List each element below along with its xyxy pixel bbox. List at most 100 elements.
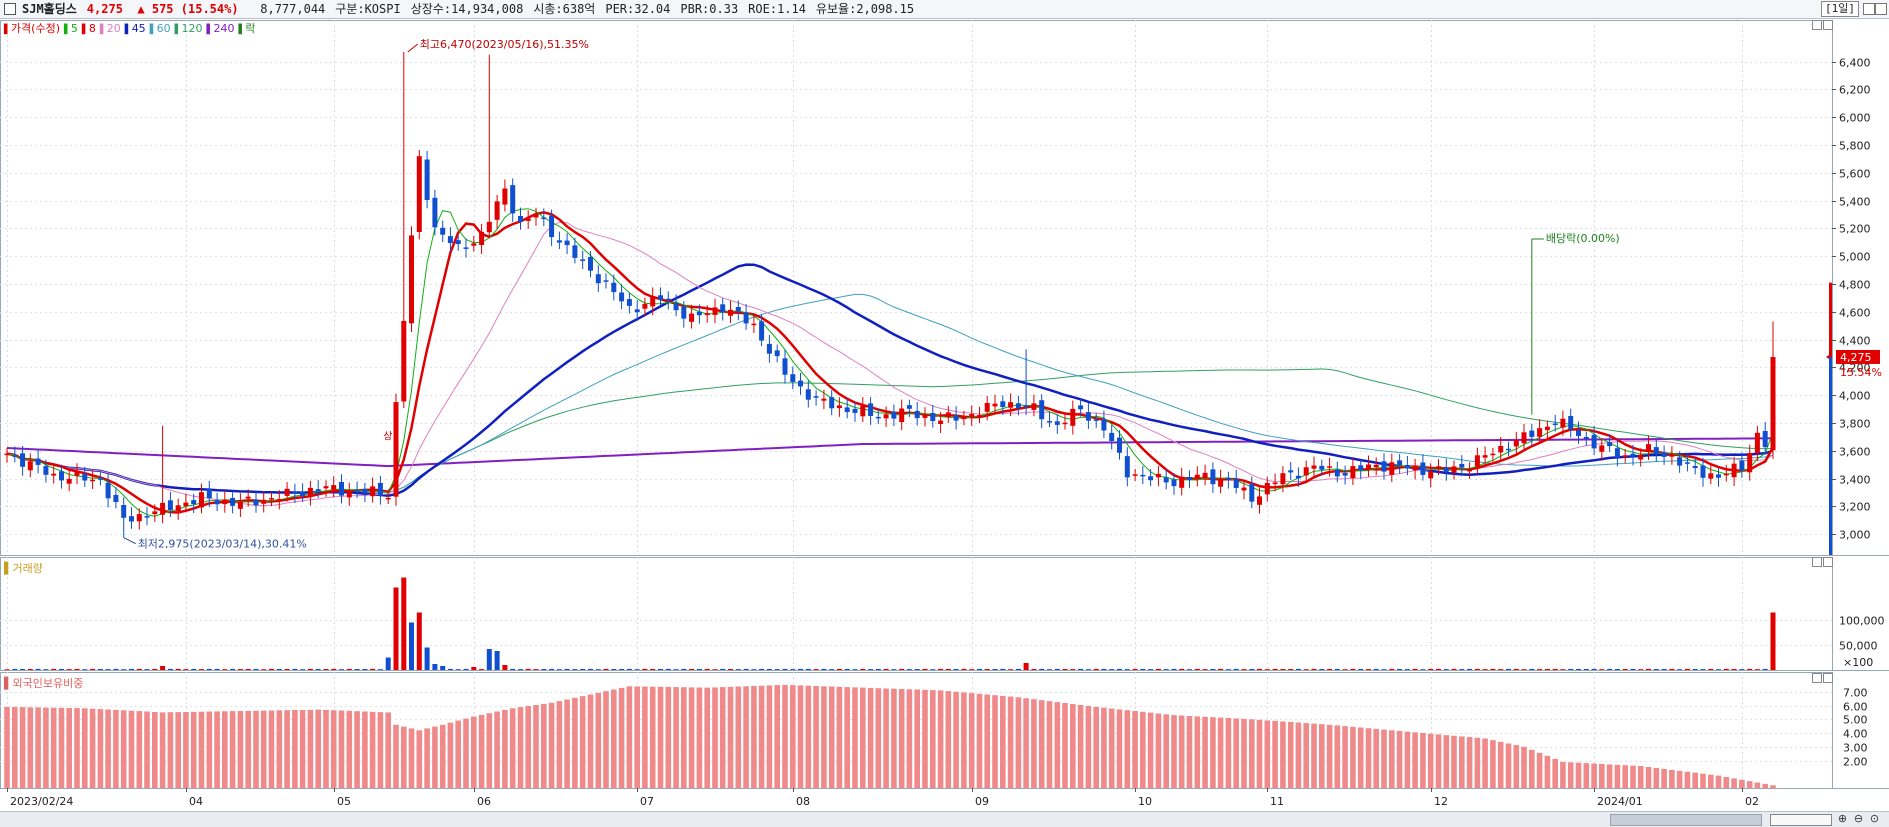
volume-bar[interactable] <box>1747 668 1753 670</box>
foreign-close-button[interactable] <box>1823 673 1833 683</box>
foreign-ratio-bar[interactable] <box>937 690 944 788</box>
volume-bar[interactable] <box>1412 668 1418 670</box>
volume-bar[interactable] <box>696 669 702 670</box>
volume-bar[interactable] <box>782 668 788 670</box>
volume-bar[interactable] <box>1008 669 1014 670</box>
volume-bar[interactable] <box>1288 669 1294 670</box>
candle-body[interactable] <box>1210 469 1216 485</box>
candle-body[interactable] <box>206 489 212 499</box>
candle-body[interactable] <box>1412 465 1418 471</box>
foreign-ratio-bar[interactable] <box>253 710 259 788</box>
volume-bar[interactable] <box>160 666 166 670</box>
foreign-ratio-bar[interactable] <box>1046 701 1053 788</box>
foreign-ratio-bar[interactable] <box>821 686 827 789</box>
volume-bar[interactable] <box>51 668 57 670</box>
candle-body[interactable] <box>129 516 134 522</box>
candle-body[interactable] <box>323 486 329 489</box>
volume-bar[interactable] <box>1039 668 1045 670</box>
foreign-ratio-bar[interactable] <box>1404 731 1411 788</box>
volume-bar[interactable] <box>1155 668 1161 670</box>
volume-bar[interactable] <box>82 669 88 670</box>
foreign-ratio-bar[interactable] <box>1614 764 1621 788</box>
foreign-ratio-bar[interactable] <box>774 685 780 788</box>
volume-bar[interactable] <box>1249 669 1255 670</box>
volume-bar[interactable] <box>1225 669 1231 670</box>
zoom-slider[interactable] <box>1770 814 1832 826</box>
foreign-ratio-bar[interactable] <box>766 685 773 788</box>
volume-bar[interactable] <box>323 669 329 670</box>
candle-body[interactable] <box>82 473 88 481</box>
volume-bar[interactable] <box>860 668 866 670</box>
foreign-ratio-bar[interactable] <box>478 714 485 788</box>
foreign-ratio-bar[interactable] <box>836 686 843 788</box>
candle-body[interactable] <box>805 389 811 400</box>
volume-bar[interactable] <box>416 612 422 671</box>
foreign-ratio-bar[interactable] <box>548 702 555 789</box>
panel-maximize-button[interactable] <box>1812 20 1822 30</box>
foreign-ratio-bar[interactable] <box>377 712 384 788</box>
foreign-ratio-bar[interactable] <box>1210 717 1216 788</box>
volume-bar[interactable] <box>852 669 858 670</box>
legend-item-3[interactable]: ▌20 <box>99 22 121 35</box>
candle-body[interactable] <box>1638 454 1644 460</box>
foreign-ratio-bar[interactable] <box>704 687 710 788</box>
volume-bar[interactable] <box>868 669 874 670</box>
foreign-ratio-bar[interactable] <box>1054 702 1061 788</box>
volume-bar[interactable] <box>541 669 547 670</box>
foreign-ratio-bar[interactable] <box>1155 713 1162 789</box>
volume-bar[interactable] <box>1124 669 1130 670</box>
candle-body[interactable] <box>930 413 936 421</box>
foreign-ratio-bar[interactable] <box>1459 736 1465 788</box>
foreign-ratio-bar[interactable] <box>105 709 111 789</box>
volume-bar[interactable] <box>1334 668 1340 670</box>
stock-name[interactable]: SJM홀딩스 <box>22 2 77 16</box>
volume-bar[interactable] <box>261 669 267 670</box>
legend-item-6[interactable]: ▌120 <box>174 22 203 35</box>
legend-item-1[interactable]: ▌5 <box>64 22 78 35</box>
candle-body[interactable] <box>642 303 648 309</box>
foreign-ratio-bar[interactable] <box>50 707 57 788</box>
candle-body[interactable] <box>595 274 601 284</box>
volume-bar[interactable] <box>1762 668 1768 670</box>
candle-body[interactable] <box>230 498 236 506</box>
volume-bar[interactable] <box>1047 669 1052 670</box>
foreign-ratio-bar[interactable] <box>1108 708 1115 789</box>
candle-body[interactable] <box>331 485 337 490</box>
candle-body[interactable] <box>1599 445 1605 452</box>
candle-body[interactable] <box>1031 403 1037 410</box>
panel-close-button[interactable] <box>1823 20 1833 30</box>
volume-bar[interactable] <box>1622 669 1628 670</box>
candle-body[interactable] <box>1443 467 1449 472</box>
foreign-ratio-bar[interactable] <box>167 712 174 788</box>
foreign-ratio-bar[interactable] <box>439 724 446 789</box>
candle-body[interactable] <box>883 414 889 419</box>
volume-bar[interactable] <box>1093 668 1099 670</box>
volume-bar[interactable] <box>471 667 477 670</box>
volume-bar[interactable] <box>346 668 352 670</box>
candle-body[interactable] <box>1303 467 1309 476</box>
volume-bar[interactable] <box>1303 669 1309 670</box>
foreign-ratio-bar[interactable] <box>486 713 493 788</box>
candle-body[interactable] <box>1257 496 1262 505</box>
candle-body[interactable] <box>751 323 757 326</box>
foreign-ratio-bar[interactable] <box>914 689 920 789</box>
candle-body[interactable] <box>611 282 617 293</box>
volume-bar[interactable] <box>1342 669 1348 670</box>
volume-bar[interactable] <box>1264 669 1270 670</box>
foreign-ratio-bar[interactable] <box>424 728 430 788</box>
foreign-ratio-bar[interactable] <box>284 710 290 788</box>
candle-body[interactable] <box>1187 477 1192 480</box>
foreign-ratio-bar[interactable] <box>268 710 275 789</box>
foreign-ratio-bar[interactable] <box>688 687 695 788</box>
volume-bar[interactable] <box>20 669 26 670</box>
candle-body[interactable] <box>346 490 352 498</box>
volume-bar[interactable] <box>1661 669 1667 670</box>
volume-bar[interactable] <box>603 668 609 670</box>
volume-bar[interactable] <box>1754 669 1760 670</box>
volume-bar[interactable] <box>1194 668 1200 670</box>
volume-bar[interactable] <box>1078 668 1084 670</box>
legend-item-7[interactable]: ▌240 <box>206 22 235 35</box>
foreign-ratio-bar[interactable] <box>1746 781 1753 788</box>
volume-bar[interactable] <box>354 669 360 670</box>
foreign-ratio-bar[interactable] <box>369 711 376 788</box>
